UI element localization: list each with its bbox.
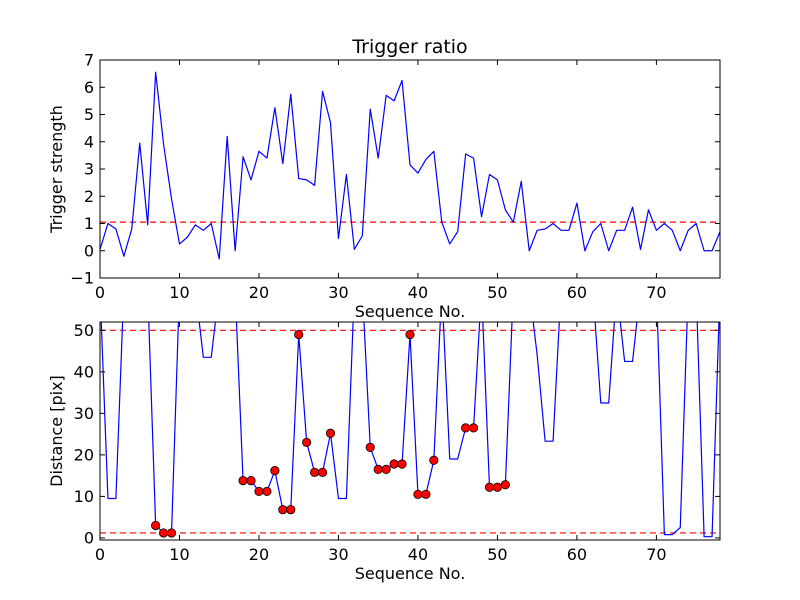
- data-point: [151, 520, 161, 531]
- x-tick-label: 0: [95, 545, 105, 564]
- chart-title: Trigger ratio: [351, 36, 467, 58]
- x-tick-label: 70: [646, 545, 666, 564]
- data-point: [365, 442, 375, 453]
- data-point: [468, 423, 479, 433]
- data-point: [500, 480, 510, 490]
- data-point: [492, 482, 503, 492]
- x-tick-label: 60: [567, 545, 587, 564]
- x-tick-label: 30: [328, 283, 348, 302]
- data-point: [302, 437, 312, 448]
- data-point: [397, 459, 407, 469]
- data-point: [278, 505, 288, 515]
- data-point: [405, 329, 415, 340]
- x-tick-label: 70: [646, 283, 666, 302]
- x-tick-label: 20: [249, 545, 269, 564]
- y-tick-label: 6: [84, 78, 94, 97]
- x-tick-label: 60: [567, 283, 587, 302]
- plot-area: [100, 322, 720, 540]
- y-tick-label: 40: [74, 362, 94, 381]
- data-point: [381, 464, 391, 475]
- y-tick-label: 5: [84, 105, 94, 124]
- data-point: [246, 476, 256, 486]
- y-axis-label: Trigger strength: [47, 105, 66, 234]
- data-point: [254, 486, 264, 497]
- data-point: [421, 489, 431, 499]
- x-tick-label: 40: [408, 283, 428, 302]
- data-point: [262, 486, 272, 497]
- data-point: [310, 467, 320, 477]
- data-point: [461, 423, 471, 433]
- x-tick-label: 0: [95, 283, 105, 302]
- y-tick-label: −1: [70, 269, 94, 288]
- y-tick-label: 30: [74, 404, 94, 423]
- y-axis-label: Distance [pix]: [47, 375, 66, 487]
- y-tick-label: 10: [74, 487, 94, 506]
- plot-data: [100, 322, 720, 538]
- data-point: [413, 489, 423, 499]
- data-point: [238, 476, 248, 486]
- x-tick-label: 10: [169, 283, 189, 302]
- data-point: [286, 505, 296, 515]
- plot-frame: [99, 321, 721, 541]
- x-tick-label: 10: [169, 545, 189, 564]
- x-tick-label: 50: [487, 545, 507, 564]
- y-tick-label: 1: [84, 214, 94, 233]
- y-tick-label: 0: [84, 528, 94, 547]
- data-point: [317, 467, 328, 477]
- x-tick-label: 50: [487, 283, 507, 302]
- data-point: [294, 329, 304, 340]
- y-tick-label: 0: [84, 241, 94, 260]
- data-point: [325, 428, 336, 438]
- data-point: [270, 466, 280, 476]
- data-point: [429, 455, 439, 465]
- x-axis-label: Sequence No.: [355, 564, 466, 583]
- series-line: [100, 71, 720, 260]
- data-point: [166, 528, 177, 538]
- y-tick-label: 2: [84, 187, 94, 206]
- x-axis-label: Sequence No.: [355, 302, 466, 321]
- data-point: [389, 459, 399, 469]
- data-point: [158, 528, 169, 538]
- x-tick-label: 20: [249, 283, 269, 302]
- x-tick-label: 30: [328, 545, 348, 564]
- x-tick-label: 40: [408, 545, 428, 564]
- distance-plot: 0 10 20 30 40 50 60 70 0 10 20 30 40 50 Sequence No. Di…: [47, 321, 721, 583]
- y-tick-label: 3: [84, 160, 94, 179]
- y-tick-label: 50: [74, 321, 94, 340]
- y-tick-label: 4: [84, 132, 94, 151]
- data-point: [484, 482, 495, 492]
- plot-data: [100, 71, 720, 260]
- y-tick-label: 20: [74, 445, 94, 464]
- plot-area: [100, 60, 720, 278]
- y-tick-label: 7: [84, 51, 94, 70]
- data-point: [373, 464, 383, 475]
